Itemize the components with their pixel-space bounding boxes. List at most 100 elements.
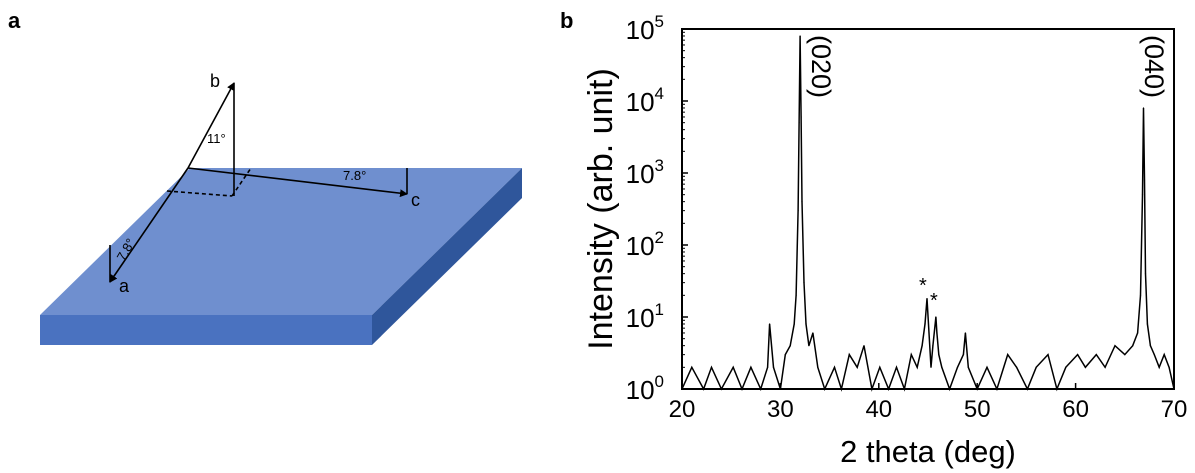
data-point: [720, 388, 723, 390]
data-point: [926, 298, 928, 300]
data-point: [976, 388, 978, 390]
data-point: [938, 354, 940, 356]
data-point: [1035, 366, 1037, 368]
data-point: [760, 388, 762, 390]
data-point: [888, 388, 890, 390]
panel-b-label: b: [560, 8, 573, 33]
data-point: [779, 388, 782, 390]
data-point: [691, 366, 693, 368]
c-vector: [187, 167, 408, 198]
xrd-chart: 20 30 40 50 60 70 100 101 102 103 104 105 Intensit…: [582, 12, 1187, 469]
x-tick-label: 20: [669, 396, 696, 423]
data-point: [1056, 388, 1058, 390]
data-point: [767, 366, 769, 368]
data-point: [1173, 388, 1175, 390]
data-point: [967, 366, 969, 368]
data-point: [801, 201, 803, 203]
lattice-vectors: [109, 82, 408, 283]
y-axis-ticks: 100 101 102 103 104 105: [626, 12, 688, 405]
y-tick-label: 103: [626, 156, 664, 189]
data-point: [1139, 294, 1142, 296]
data-point: [879, 366, 881, 368]
x-tick-label: 60: [1062, 396, 1089, 423]
y-tick-label: 105: [626, 12, 664, 45]
data-point: [935, 316, 937, 318]
data-point: [1132, 345, 1134, 347]
angle-label-c: 7.8°: [343, 168, 366, 183]
y-tick-label: 104: [626, 84, 664, 117]
axis-label-b: b: [210, 71, 220, 91]
a-vector: [109, 167, 189, 283]
data-point: [928, 332, 930, 334]
data-point: [1047, 354, 1049, 356]
data-point: [1146, 323, 1148, 325]
x-tick-label: 30: [767, 396, 794, 423]
data-point: [1077, 354, 1079, 356]
x-tick-label: 40: [865, 396, 892, 423]
data-point: [1168, 366, 1170, 368]
data-point: [986, 366, 988, 368]
data-point: [1026, 388, 1028, 390]
x-tick-label: 70: [1161, 396, 1188, 423]
data-point: [681, 388, 683, 390]
data-point: [863, 345, 865, 347]
data-points: [681, 35, 1175, 390]
data-point: [710, 366, 713, 368]
x-tick-label: 50: [964, 396, 991, 423]
data-point: [1104, 366, 1106, 368]
data-point: [769, 323, 771, 325]
data-point: [1065, 366, 1067, 368]
data-point: [840, 388, 843, 390]
data-point: [741, 388, 743, 390]
data-point: [903, 388, 906, 390]
dashed-in-plane-1: [166, 190, 233, 197]
data-point: [910, 354, 912, 356]
data-point: [848, 354, 850, 356]
data-point: [812, 332, 814, 334]
data-point: [871, 388, 873, 390]
data-point: [772, 366, 775, 368]
data-point: [1124, 354, 1126, 356]
data-point: [936, 332, 938, 334]
peak-label-040: (040): [1139, 35, 1169, 98]
data-point: [1143, 179, 1146, 181]
data-point: [1149, 345, 1151, 347]
data-point: [798, 122, 800, 124]
data-point: [1141, 194, 1144, 196]
data-point: [856, 366, 858, 368]
data-point: [1114, 345, 1116, 347]
data-point: [1016, 366, 1018, 368]
series-line: [681, 35, 1175, 392]
angle-label-ab: 11°: [207, 131, 226, 146]
data-point: [921, 345, 923, 347]
data-point: [932, 345, 934, 347]
data-point: [964, 332, 967, 334]
data-point: [799, 35, 801, 37]
data-point: [797, 210, 799, 212]
data-point: [1158, 366, 1160, 368]
star-marker-1: *: [919, 275, 927, 297]
axis-label-c: c: [411, 190, 420, 210]
data-point: [824, 388, 826, 390]
data-point: [703, 388, 705, 390]
data-point: [795, 294, 797, 296]
data-point: [930, 366, 932, 368]
data-point: [949, 388, 951, 390]
data-point: [956, 366, 959, 368]
axis-label-a: a: [119, 276, 130, 296]
dashed-in-plane-2: [231, 167, 252, 197]
data-point: [793, 323, 795, 325]
data-point: [996, 388, 998, 390]
panel-a-label: a: [8, 8, 21, 33]
data-point: [916, 366, 918, 368]
y-axis-title: Intensity (arb. unit): [582, 68, 620, 350]
data-point: [833, 366, 836, 368]
data-point: [924, 323, 926, 325]
b-vector: [187, 82, 235, 169]
data-point: [941, 366, 943, 368]
x-axis-ticks: 20 30 40 50 60 70: [669, 383, 1188, 423]
data-point: [800, 116, 802, 118]
x-axis-title: 2 theta (deg): [840, 434, 1016, 469]
crystal-slab: [40, 168, 522, 345]
